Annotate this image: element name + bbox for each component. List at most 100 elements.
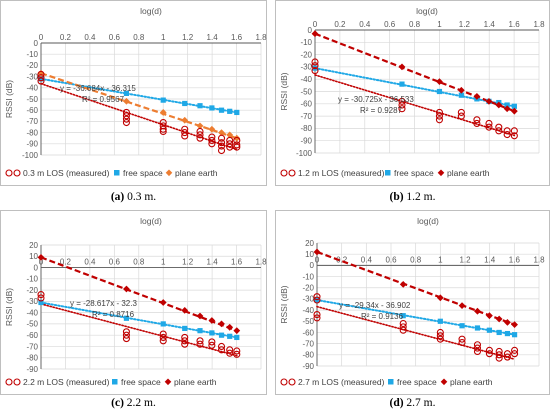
y-tick-label: -10	[302, 272, 314, 281]
panel-caption: (d) 2.7 m.	[389, 397, 435, 409]
free-space-point	[197, 328, 203, 334]
legend-plane-earth-label: plane earth	[174, 377, 217, 387]
x-tick-label: 0.2	[60, 33, 72, 42]
free-space-point	[182, 100, 188, 107]
measured-point	[473, 347, 482, 356]
measured-point	[495, 354, 503, 362]
measured-point	[457, 108, 465, 116]
plane-earth-point	[399, 280, 407, 288]
measured-point	[122, 328, 130, 336]
plane-earth-trendline	[40, 256, 238, 332]
measured-point	[226, 143, 234, 151]
free-space-point	[486, 327, 493, 333]
panel-label: (d)	[389, 397, 406, 409]
measured-point	[233, 141, 241, 149]
measured-point	[208, 133, 216, 141]
measured-point	[436, 328, 444, 337]
y-tick-label: -70	[26, 342, 38, 351]
measured-point	[233, 143, 241, 151]
plane-earth-point	[457, 86, 465, 94]
plane-earth-point	[398, 63, 406, 71]
free-space-point	[234, 109, 240, 116]
y-tick-label: -100	[296, 149, 313, 158]
plane-earth-trendline	[40, 72, 238, 140]
y-tick-label: 0	[310, 261, 315, 270]
free-space-trendline	[316, 299, 516, 336]
legend-free-space-marker	[114, 170, 120, 176]
y-tick-label: -30	[26, 72, 38, 81]
legend-free-space-marker	[388, 379, 394, 385]
measured-point	[495, 347, 503, 356]
y-tick-label: 0	[308, 26, 313, 35]
y-tick-label: -40	[26, 84, 38, 93]
y-tick-label: -90	[302, 362, 314, 371]
plane-earth-point	[458, 302, 466, 310]
measured-point	[511, 350, 519, 358]
measured-point	[313, 314, 321, 322]
plane-earth-point	[37, 254, 45, 261]
plane-earth-point	[218, 129, 225, 136]
measured-point	[398, 101, 406, 109]
plane-earth-point	[123, 97, 130, 105]
measured-point	[311, 58, 319, 66]
y-tick-label: -10	[26, 50, 38, 59]
measured-point	[226, 136, 234, 144]
plane-earth-point	[503, 105, 511, 113]
x-tick-label: 1.4	[484, 20, 496, 29]
measured-point	[37, 294, 45, 302]
free-space-point	[160, 97, 166, 103]
measured-point	[233, 347, 241, 355]
measured-point	[226, 346, 234, 354]
y-tick-label: -70	[302, 339, 314, 348]
free-space-point	[234, 334, 240, 341]
y-tick-label: -30	[302, 295, 314, 304]
free-space-point	[474, 325, 481, 331]
free-space-point	[227, 108, 233, 114]
trendline-r-squared: R² = 0.9287	[360, 106, 403, 115]
legend-plane-earth-marker	[437, 169, 445, 177]
x-tick-label: 1.2	[182, 33, 194, 42]
y-tick-label: -80	[302, 351, 314, 360]
measured-point	[503, 131, 511, 139]
measured-point	[217, 342, 226, 351]
x-tick-label: 1.8	[533, 20, 545, 29]
plane-earth-point	[233, 134, 241, 142]
legend-measured-marker	[5, 169, 13, 177]
free-space-point	[504, 330, 511, 337]
measured-point	[313, 296, 321, 304]
measured-point	[122, 108, 130, 116]
measured-point	[217, 139, 226, 147]
legend-measured-marker	[288, 169, 296, 177]
x-axis-title: log(d)	[417, 216, 439, 226]
legend-measured-marker	[13, 169, 21, 177]
measured-point	[217, 134, 226, 142]
free-space-point	[197, 103, 203, 109]
y-tick-label: 10	[29, 252, 38, 261]
measured-trendline	[40, 303, 238, 357]
measured-point	[473, 119, 481, 128]
measured-trendline	[314, 74, 516, 137]
panel-label: (a)	[111, 191, 127, 203]
measured-point	[399, 319, 407, 328]
legend-free-space-label: free space	[397, 377, 437, 387]
plane-earth-point	[181, 306, 189, 314]
panel-label: (c)	[111, 397, 127, 409]
measured-point	[122, 118, 130, 127]
measured-point	[398, 97, 406, 105]
measured-point	[181, 337, 189, 345]
measured-point	[196, 337, 204, 345]
free-space-point	[436, 88, 443, 95]
free-space-point	[511, 332, 518, 338]
x-tick-label: 0.6	[109, 33, 121, 42]
x-tick-label: 1	[161, 33, 166, 42]
free-space-point	[458, 92, 464, 98]
measured-point	[399, 323, 407, 331]
legend-free-space-label: free space	[123, 168, 163, 178]
plane-earth-point	[436, 294, 444, 302]
measured-point	[473, 344, 482, 352]
x-tick-label: 0	[39, 33, 44, 42]
panel-caption-text: 2.7 m.	[406, 397, 435, 409]
measured-point	[485, 346, 493, 354]
legend-measured-label: 2.2 m LOS (measured)	[23, 377, 110, 387]
legend-measured-label: 2.7 m LOS (measured)	[298, 377, 385, 387]
